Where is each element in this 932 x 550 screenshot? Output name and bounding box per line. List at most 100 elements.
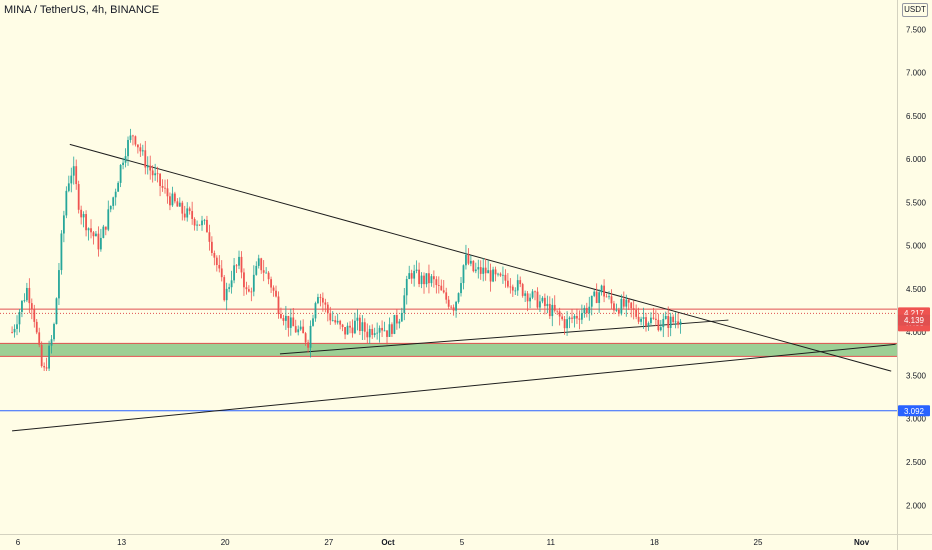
candle-body bbox=[479, 267, 482, 274]
candle-body bbox=[534, 291, 536, 293]
candle-body bbox=[255, 265, 258, 275]
candle-body bbox=[104, 226, 107, 230]
candle-body bbox=[393, 315, 396, 334]
candle-body bbox=[344, 327, 346, 335]
candle-body bbox=[11, 332, 13, 333]
candle-body bbox=[627, 299, 630, 303]
candle-body bbox=[630, 302, 633, 309]
candle-body bbox=[257, 258, 260, 266]
candle-body bbox=[492, 269, 494, 282]
trendline-ascending-support-upper bbox=[279, 319, 729, 355]
candle-body bbox=[679, 321, 682, 325]
candle-body bbox=[514, 290, 517, 292]
candle-body bbox=[637, 316, 640, 322]
candle-body bbox=[351, 327, 354, 334]
candle-body bbox=[400, 312, 403, 322]
candle-body bbox=[196, 224, 198, 226]
candle-body bbox=[136, 144, 139, 148]
candle-body bbox=[280, 314, 282, 319]
candle-body bbox=[531, 291, 534, 298]
candle-body bbox=[183, 213, 186, 218]
candle-body bbox=[176, 201, 179, 207]
candle-body bbox=[265, 272, 268, 274]
candle-body bbox=[499, 273, 502, 276]
y-tick-label: 6.500 bbox=[906, 112, 927, 121]
candle-body bbox=[169, 196, 171, 206]
candle-body bbox=[583, 307, 586, 314]
support-level-tag bbox=[898, 405, 930, 417]
candle-body bbox=[80, 209, 83, 218]
currency-button[interactable]: USDT bbox=[902, 3, 928, 17]
candle-body bbox=[669, 316, 672, 328]
candle-body bbox=[541, 297, 544, 302]
candle-body bbox=[171, 193, 174, 206]
candle-body bbox=[321, 297, 324, 303]
candle-body bbox=[260, 258, 263, 271]
candle-body bbox=[467, 254, 470, 264]
candle-body bbox=[539, 301, 541, 308]
candle-body bbox=[383, 330, 386, 332]
red-level-tag bbox=[898, 314, 930, 326]
candle-body bbox=[410, 273, 413, 279]
candle-body bbox=[134, 136, 137, 145]
candle-body bbox=[159, 173, 161, 186]
candle-body bbox=[561, 316, 564, 320]
candle-body bbox=[381, 327, 383, 331]
x-tick-label: 5 bbox=[460, 538, 465, 547]
candle-body bbox=[415, 269, 418, 271]
candle-body bbox=[284, 315, 287, 321]
candle-body bbox=[585, 307, 588, 314]
candle-body bbox=[65, 190, 68, 216]
candle-body bbox=[573, 315, 576, 319]
candle-body bbox=[238, 256, 240, 266]
candle-body bbox=[677, 321, 679, 325]
candle-body bbox=[386, 330, 388, 337]
candle-body bbox=[58, 270, 60, 299]
candle-body bbox=[346, 325, 349, 335]
candle-body bbox=[632, 308, 635, 310]
candle-body bbox=[92, 232, 95, 237]
candle-body bbox=[275, 290, 277, 297]
candle-body bbox=[373, 333, 376, 335]
candle-body bbox=[595, 291, 598, 303]
candle-body bbox=[250, 291, 253, 293]
candle-body bbox=[598, 292, 601, 303]
candle-body bbox=[186, 208, 189, 218]
candle-body bbox=[223, 277, 226, 301]
candle-body bbox=[445, 292, 448, 300]
candle-body bbox=[521, 284, 524, 296]
trendline-ascending-support-lower bbox=[12, 343, 896, 432]
candle-body bbox=[282, 318, 285, 321]
candle-body bbox=[588, 306, 591, 314]
candle-body bbox=[504, 274, 507, 281]
candle-body bbox=[442, 290, 445, 293]
candle-body bbox=[267, 272, 270, 280]
candle-body bbox=[30, 303, 33, 310]
candle-body bbox=[95, 233, 97, 237]
candle-body bbox=[672, 316, 675, 323]
candle-body bbox=[610, 296, 613, 304]
candle-body bbox=[62, 215, 65, 234]
candle-body bbox=[437, 285, 440, 286]
candle-body bbox=[154, 173, 157, 176]
candle-body bbox=[580, 313, 583, 320]
candle-body bbox=[432, 276, 435, 280]
candle-body bbox=[659, 327, 662, 331]
y-tick-label: 5.000 bbox=[906, 242, 927, 251]
candle-body bbox=[452, 307, 455, 311]
candle-body bbox=[215, 257, 218, 265]
candle-body bbox=[640, 318, 642, 322]
candle-body bbox=[277, 296, 280, 315]
candle-body bbox=[287, 315, 290, 328]
candle-body bbox=[477, 267, 480, 270]
candle-body bbox=[178, 202, 181, 207]
candle-body bbox=[60, 233, 63, 271]
candle-body bbox=[45, 367, 48, 369]
x-tick-label: 13 bbox=[117, 538, 126, 547]
candle-body bbox=[563, 319, 566, 329]
candle-body bbox=[341, 324, 344, 328]
candle-body bbox=[82, 214, 85, 218]
candle-body bbox=[122, 162, 124, 165]
candle-body bbox=[247, 289, 250, 292]
